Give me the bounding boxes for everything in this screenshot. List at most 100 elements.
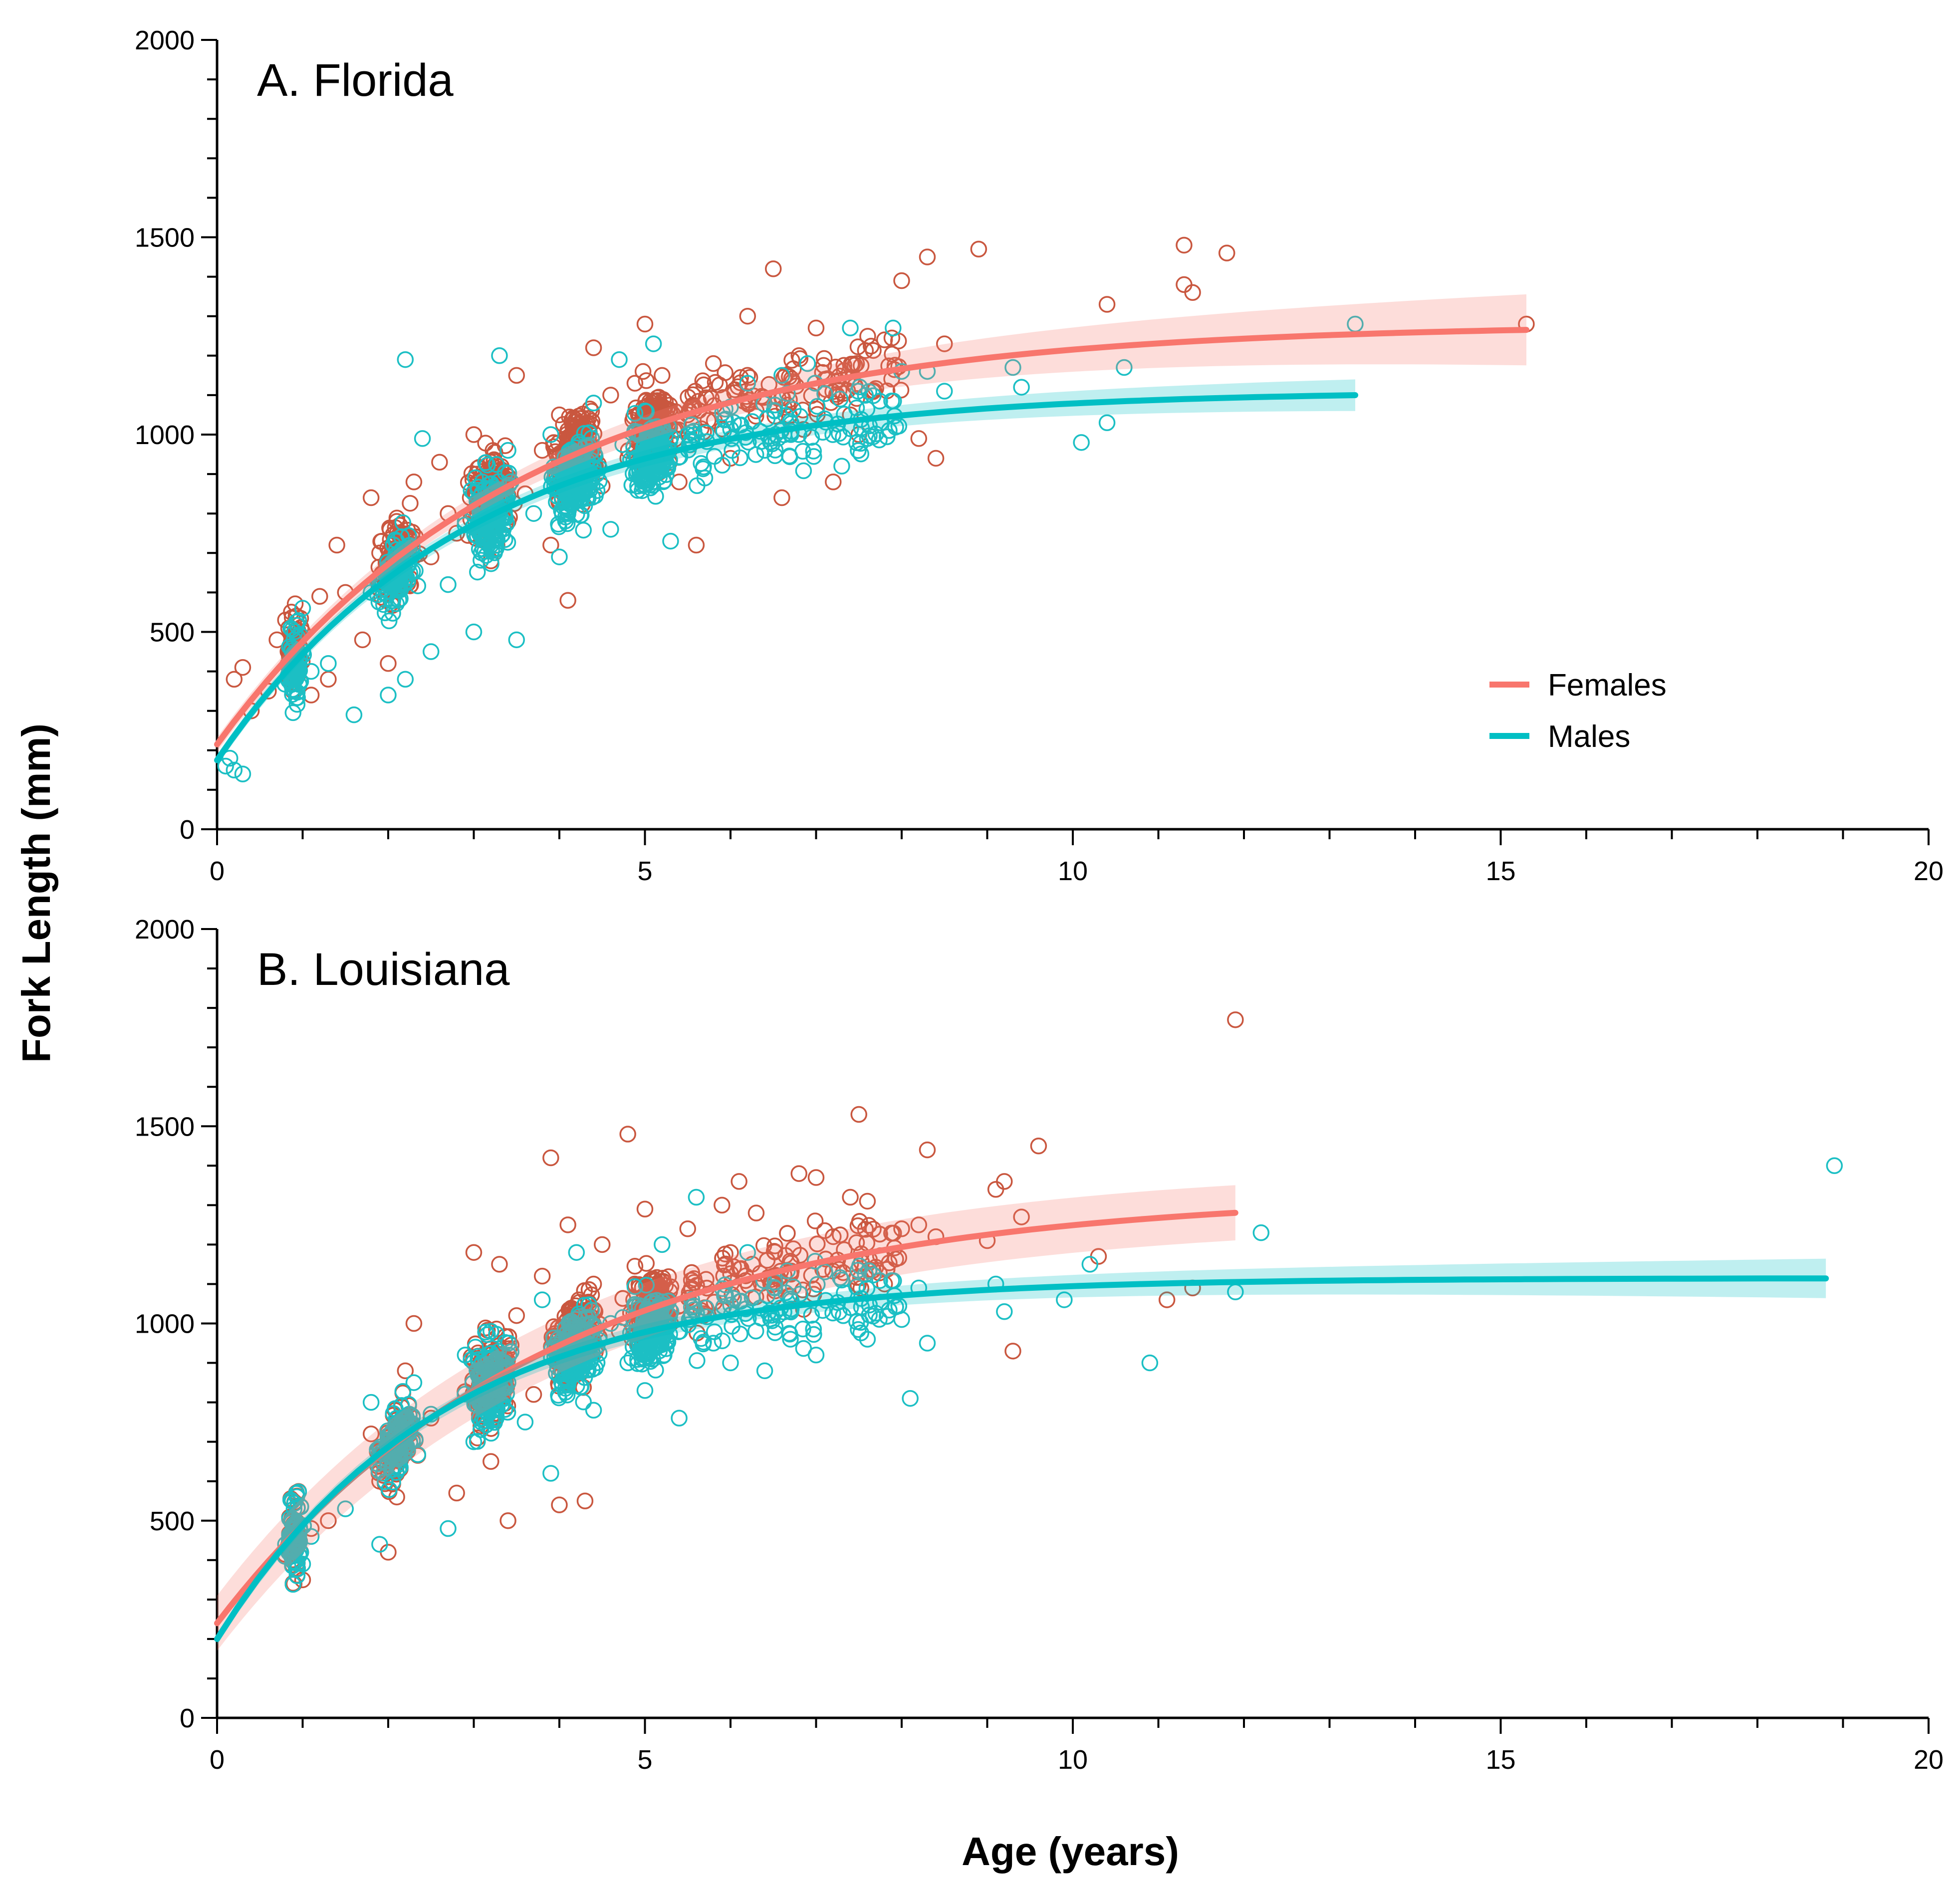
data-point [842,319,859,337]
data-point [302,663,320,680]
data-point [328,536,345,554]
data-point [284,704,301,721]
data-point [1218,244,1235,261]
data-point [766,397,783,414]
data-point [587,487,604,504]
data-point [731,1173,747,1190]
y-tick-label: 0 [180,815,195,845]
data-point [483,536,499,554]
data-point [423,643,440,660]
data-point [717,364,734,381]
data-point [1141,1354,1159,1372]
data-point [806,1212,824,1229]
data-point [809,1235,826,1252]
data-point [1826,1157,1843,1175]
fit-line-males [214,392,1358,763]
data-point [763,1276,781,1293]
data-point [217,757,234,775]
data-point [371,1472,388,1490]
data-point [859,430,876,447]
data-point [832,1269,849,1286]
data-point [830,1303,848,1321]
data-point [380,687,397,704]
data-point [585,1402,602,1419]
data-point [698,389,715,406]
data-point [291,650,308,668]
data-point [302,687,320,704]
fit-layer [214,1185,1829,1651]
data-point [773,367,790,384]
data-point [1004,1343,1021,1360]
x-tick-label: 20 [1914,856,1944,886]
data-point [671,1410,688,1426]
data-point [766,1237,783,1254]
data-point [545,434,562,451]
data-point [634,363,652,380]
data-point [404,539,421,556]
data-point [542,1465,559,1482]
data-point [816,1222,833,1239]
data-point [542,426,559,443]
data-point [405,1374,423,1391]
data-point [781,448,798,465]
data-point [381,612,398,630]
data-point [585,339,602,356]
data-point [469,563,486,581]
data-point [568,1244,585,1261]
data-point [865,387,882,404]
y-tick-label: 0 [180,1703,195,1733]
data-point [739,375,756,392]
data-point [824,1304,841,1322]
data-point [626,1278,644,1295]
data-point [714,1196,731,1214]
data-point [226,761,243,779]
data-point [1116,359,1133,376]
data-point [551,406,568,424]
data-point [807,1169,825,1186]
data-point [645,335,662,352]
x-axis-title: Age (years) [962,1829,1179,1874]
data-point [221,749,239,767]
data-point [910,1216,928,1233]
data-point [777,407,794,424]
data-point [602,387,619,404]
data-point [320,1512,337,1529]
data-point [775,369,792,386]
data-point [936,335,953,352]
data-point [893,1311,910,1328]
data-point [871,1272,888,1289]
data-point [371,1536,388,1553]
data-point [805,448,822,465]
data-point [803,429,820,446]
data-point [628,466,645,482]
data-point [636,315,654,333]
data-point [234,765,251,783]
data-point [571,410,588,427]
data-point [927,450,945,467]
data-point [390,582,407,599]
data-point [414,430,431,447]
data-point [996,1303,1013,1320]
data-point [465,1244,483,1261]
x-tick-label: 0 [210,856,225,886]
data-point [1176,276,1193,293]
panel-louisiana: 0 500 1000 1500 2000 0 5 10 15 20 B. Louisiana [135,915,1944,1775]
data-point [516,1414,534,1430]
data-point [714,1332,731,1350]
data-point [833,458,850,475]
data-point [477,454,494,471]
data-point [1158,1291,1176,1308]
data-point [815,350,833,367]
data-point [809,1276,826,1293]
data-point [730,378,746,395]
data-point [474,474,491,490]
data-point [594,1236,611,1253]
data-point [362,489,380,506]
data-point [851,1213,868,1230]
confidence-band-females [217,294,1526,752]
data-point [553,490,571,507]
data-point [936,383,953,400]
data-point [732,374,749,391]
x-tick-label: 10 [1058,856,1088,886]
confidence-band-females [217,1185,1235,1651]
